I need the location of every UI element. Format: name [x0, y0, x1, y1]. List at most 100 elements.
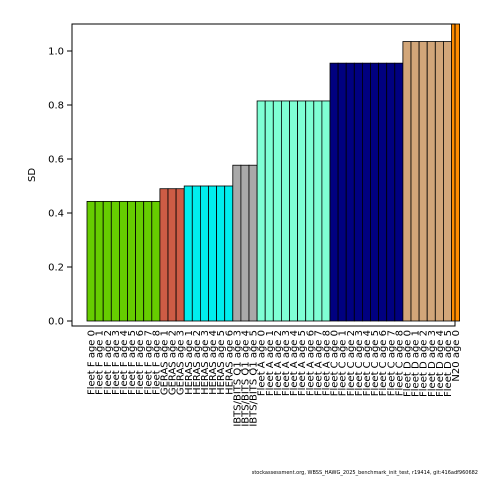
bar	[418, 41, 428, 322]
bar	[345, 62, 355, 322]
x-category-label: Fleet D age 0	[402, 330, 413, 397]
x-category-label: HERAS age 3	[200, 330, 211, 395]
x-category-label: Fleet C age 5	[370, 330, 381, 396]
x-category-label: Fleet A age 6	[305, 330, 316, 396]
bar	[426, 41, 436, 322]
bar	[102, 200, 112, 322]
x-category-label: Fleet C age 7	[386, 330, 397, 396]
x-category-label: Fleet F age 2	[103, 330, 114, 395]
bar	[208, 185, 218, 322]
bar	[232, 164, 242, 322]
bar	[280, 100, 290, 322]
x-category-label: Fleet C age 0	[330, 330, 341, 396]
bar	[272, 100, 282, 322]
x-category-label: Fleet A age 5	[297, 330, 308, 396]
x-category-label: Fleet C age 4	[362, 330, 373, 396]
x-category-label: N20 age 0	[451, 330, 462, 382]
x-category-label: HERAS age 4	[208, 330, 219, 395]
x-category-label: HERAS age 1	[184, 330, 195, 395]
bar	[321, 100, 331, 322]
y-tick-label: 0.4	[48, 209, 64, 220]
bar	[434, 41, 444, 322]
x-category-label: GERAS age 2	[168, 330, 179, 395]
x-category-label: Fleet C age 2	[346, 330, 357, 396]
x-category-label: Fleet F age 5	[127, 330, 138, 395]
bar	[167, 188, 177, 322]
bar	[175, 188, 185, 322]
y-tick-label: 0.2	[48, 263, 64, 274]
bar	[297, 100, 307, 322]
x-category-label: Fleet D age 5	[443, 330, 454, 397]
bar	[264, 100, 274, 322]
x-category-label: Fleet C age 8	[394, 330, 405, 396]
x-category-label: HERAS age 2	[192, 330, 203, 395]
x-category-label: Fleet A age 7	[313, 330, 324, 396]
bar	[183, 185, 193, 322]
bar	[402, 41, 412, 322]
bar	[151, 200, 161, 322]
x-category-label: Fleet F age 4	[119, 330, 130, 395]
bar	[240, 164, 250, 322]
x-category-label: Fleet D age 1	[411, 330, 422, 397]
bar	[410, 41, 420, 322]
x-category-label: Fleet A age 8	[321, 330, 332, 396]
x-category-label: Fleet F age 6	[135, 330, 146, 395]
x-category-label: Fleet A age 0	[257, 330, 268, 396]
x-category-label: Fleet D age 3	[427, 330, 438, 397]
x-category-label: Fleet C age 6	[378, 330, 389, 396]
y-axis-title: SD	[27, 168, 38, 182]
bar	[159, 188, 169, 322]
plot-frame	[71, 23, 456, 327]
bar	[135, 200, 145, 322]
bar	[224, 185, 234, 322]
x-category-label: Fleet F age 3	[111, 330, 122, 395]
bars-group	[86, 23, 461, 322]
x-category-label: HERAS age 6	[224, 330, 235, 395]
bar	[94, 200, 104, 322]
x-category-label: Fleet D age 2	[419, 330, 430, 397]
x-category-label: IBTS/BITS Q1 age 3	[232, 330, 243, 427]
bar	[378, 62, 388, 322]
x-category-label: Fleet F age 8	[151, 330, 162, 395]
bar	[370, 62, 380, 322]
x-category-label: IBTS/BITS Q1 age 5	[249, 330, 260, 427]
bar	[337, 62, 347, 322]
x-category-label: Fleet A age 1	[265, 330, 276, 396]
bar	[86, 200, 96, 322]
bar	[353, 62, 363, 322]
bar	[127, 200, 137, 322]
bar	[119, 200, 128, 322]
bar	[289, 100, 299, 322]
x-category-label: IBTS/BITS Q1 age 4	[240, 330, 251, 427]
x-category-label: Fleet A age 4	[289, 330, 300, 396]
bar	[451, 23, 461, 322]
x-category-label: GERAS age 1	[159, 330, 170, 395]
bar	[143, 200, 153, 322]
bar	[191, 185, 201, 322]
bar	[199, 185, 209, 322]
bar	[442, 41, 452, 322]
y-tick-label: 1.0	[48, 47, 64, 58]
x-category-label: Fleet F age 0	[87, 330, 98, 395]
x-category-label: Fleet C age 3	[354, 330, 365, 396]
y-tick-label: 0.0	[48, 317, 64, 328]
bar	[248, 164, 258, 322]
bar	[386, 62, 396, 322]
x-category-label: Fleet D age 4	[435, 330, 446, 397]
y-tick-label: 0.8	[48, 101, 64, 112]
bar	[394, 62, 404, 322]
x-category-label: GERAS age 3	[176, 330, 187, 395]
bar	[256, 100, 266, 322]
bar	[329, 62, 339, 322]
x-category-label: Fleet F age 7	[143, 330, 154, 395]
x-category-label: Fleet A age 2	[273, 330, 284, 396]
x-category-label: HERAS age 5	[216, 330, 227, 395]
x-category-label: Fleet C age 1	[338, 330, 349, 396]
x-category-label: Fleet A age 3	[281, 330, 292, 396]
y-tick-label: 0.6	[48, 155, 64, 166]
bar	[216, 185, 226, 322]
bar	[361, 62, 371, 322]
footer-note: stockassessment.org, WBSS_HAWG_2025_benc…	[252, 470, 478, 476]
